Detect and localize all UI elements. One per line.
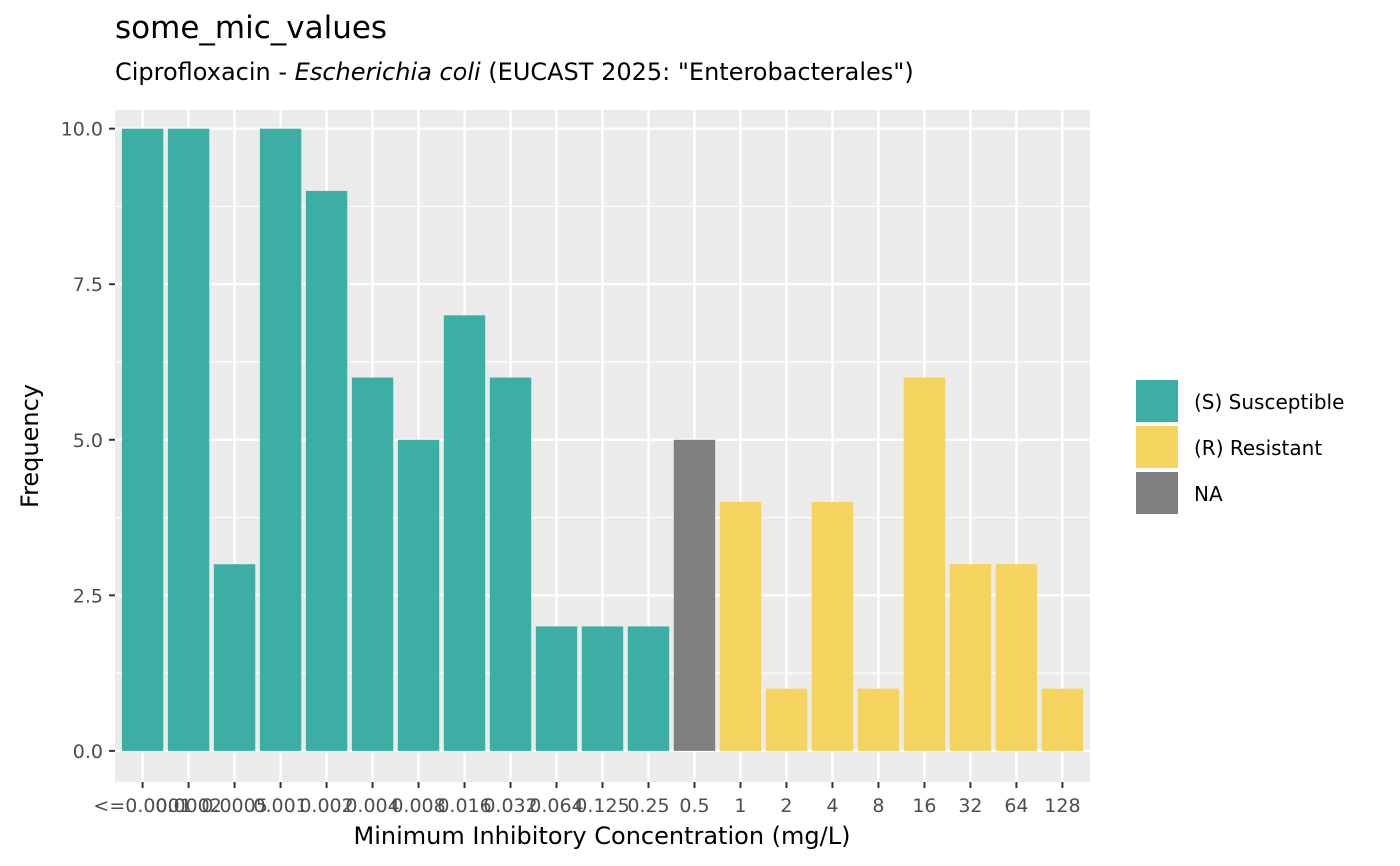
legend: (S) Susceptible (R) Resistant NA: [1134, 378, 1344, 516]
bar: [489, 377, 532, 751]
x-tick-label: 8: [872, 795, 884, 817]
bar: [765, 688, 808, 751]
x-tick-label: 2: [780, 795, 792, 817]
x-tick-label: 64: [1004, 795, 1028, 817]
bar: [167, 128, 210, 751]
bar: [903, 377, 946, 751]
bar: [857, 688, 900, 751]
y-tick-label: 2.5: [73, 585, 103, 607]
x-tick-label: <=0.0001: [93, 795, 191, 817]
bar: [949, 564, 992, 751]
x-tick-label: 0.002: [299, 795, 353, 817]
x-tick-label: 128: [1044, 795, 1080, 817]
bar: [259, 128, 302, 751]
chart-title: some_mic_values: [115, 10, 388, 46]
x-tick-label: 0.032: [483, 795, 537, 817]
x-tick-label: 0.064: [529, 795, 583, 817]
bar: [397, 439, 440, 751]
x-tick-label: 0.0002: [155, 795, 221, 817]
legend-label: NA: [1194, 482, 1223, 506]
x-tick-label: 16: [912, 795, 936, 817]
y-tick-label: 0.0: [73, 741, 103, 763]
x-tick-label: 0.125: [575, 795, 629, 817]
x-tick-label: 0.016: [437, 795, 491, 817]
x-tick-label: 4: [826, 795, 838, 817]
y-axis-title: Frequency: [16, 384, 44, 508]
bar: [673, 439, 716, 751]
y-axis: 0.0 2.5 5.0 7.5 10.0: [61, 119, 115, 763]
legend-key-s: [1134, 378, 1180, 424]
y-tick-label: 5.0: [73, 430, 103, 452]
bar: [995, 564, 1038, 751]
x-tick-label: 0.001: [253, 795, 307, 817]
subtitle-species: Escherichia coli: [294, 58, 481, 86]
chart-subtitle: Ciprofloxacin - Escherichia coli (EUCAST…: [115, 58, 914, 86]
bars: [121, 128, 1084, 751]
y-tick-label: 10.0: [61, 119, 103, 141]
bar: [1041, 688, 1084, 751]
x-tick-label: 0.008: [391, 795, 445, 817]
x-tick-label: 1: [734, 795, 746, 817]
bar: [121, 128, 164, 751]
legend-label: (R) Resistant: [1194, 436, 1322, 460]
x-axis: <=0.00010.00020.00050.0010.0020.0040.008…: [93, 782, 1081, 817]
x-tick-label: 0.0005: [201, 795, 267, 817]
bar: [627, 626, 670, 751]
subtitle-prefix: Ciprofloxacin -: [115, 58, 295, 86]
x-tick-label: 0.004: [345, 795, 399, 817]
bar: [719, 502, 762, 751]
bar: [535, 626, 578, 751]
bar: [213, 564, 256, 751]
bar: [443, 315, 486, 751]
bar: [351, 377, 394, 751]
bar: [305, 190, 348, 751]
x-axis-title: Minimum Inhibitory Concentration (mg/L): [354, 822, 851, 850]
x-tick-label: 0.5: [679, 795, 709, 817]
legend-key-na: [1134, 470, 1180, 516]
x-tick-label: 0.25: [627, 795, 669, 817]
x-tick-label: 32: [958, 795, 982, 817]
y-tick-label: 7.5: [73, 274, 103, 296]
bar: [581, 626, 624, 751]
bar: [811, 502, 854, 751]
subtitle-suffix: (EUCAST 2025: "Enterobacterales"): [480, 58, 914, 86]
legend-label: (S) Susceptible: [1194, 390, 1344, 414]
legend-key-r: [1134, 424, 1180, 470]
